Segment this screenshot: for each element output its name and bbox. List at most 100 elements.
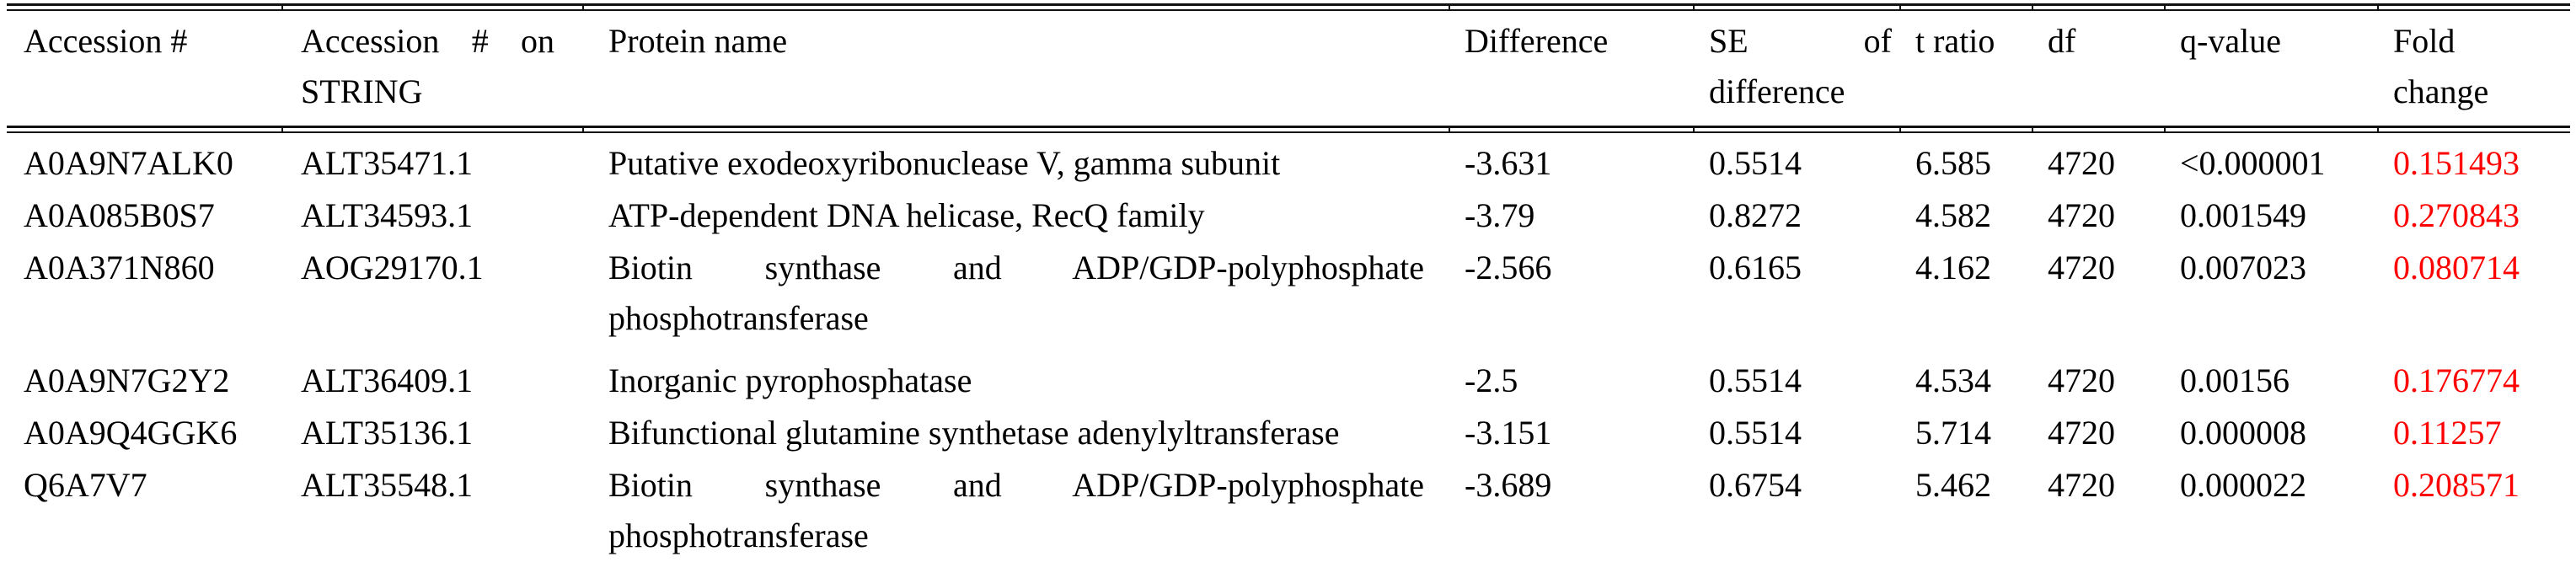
rule-segment (1899, 126, 2032, 133)
se-value: 0.8272 (1709, 196, 1802, 234)
protein-stats-table: Accession # Accession # on STRING Protei… (7, 3, 2570, 562)
cell-string-accession: ALT35136.1 (282, 406, 583, 458)
difference-value: -3.151 (1465, 414, 1552, 452)
cell-t-ratio: 5.462 (1900, 458, 2032, 562)
fold-change-value: 0.11257 (2393, 414, 2502, 452)
cell-string-accession: ALT36409.1 (282, 344, 583, 406)
cell-difference: -3.689 (1449, 458, 1694, 562)
table-row: A0A9Q4GGK6 ALT35136.1 Bifunctional gluta… (7, 406, 2570, 458)
cell-se: 0.5514 (1694, 344, 1900, 406)
accession-value: A0A9N7ALK0 (24, 144, 233, 182)
rule-segment (2164, 3, 2378, 11)
rule-segment (2032, 126, 2165, 133)
df-value: 4720 (2048, 196, 2115, 234)
se-value: 0.6165 (1709, 249, 1802, 286)
cell-difference: -2.5 (1449, 344, 1694, 406)
cell-fold-change: 0.151493 (2378, 132, 2570, 189)
string-accession-value: ALT35136.1 (301, 414, 474, 452)
table-row: Q6A7V7 ALT35548.1 Biotin synthase and AD… (7, 458, 2570, 562)
header-df: df (2032, 10, 2165, 127)
df-value: 4720 (2048, 249, 2115, 286)
t-ratio-value: 4.582 (1915, 196, 1991, 234)
q-value: <0.000001 (2180, 144, 2326, 182)
rule-segment (1693, 126, 1900, 133)
se-value: 0.5514 (1709, 414, 1802, 452)
q-value: 0.001549 (2180, 196, 2306, 234)
cell-protein-name: Putative exodeoxyribonuclease V, gamma s… (583, 132, 1449, 189)
string-accession-value: ALT35471.1 (301, 144, 474, 182)
cell-fold-change: 0.208571 (2378, 458, 2570, 562)
header-protein-name: Protein name (583, 10, 1449, 127)
header-difference: Difference (1449, 10, 1694, 127)
cell-accession: A0A9N7ALK0 (7, 132, 282, 189)
cell-accession: A0A9Q4GGK6 (7, 406, 282, 458)
header-se-of-difference: SE of difference (1694, 10, 1900, 127)
cell-difference: -3.151 (1449, 406, 1694, 458)
protein-name-line2: phosphotransferase (608, 299, 869, 337)
rule-segment (2032, 3, 2165, 11)
header-df-label: df (2048, 22, 2076, 60)
cell-protein-name: Bifunctional glutamine synthetase adenyl… (583, 406, 1449, 458)
cell-q-value: 0.00156 (2165, 344, 2378, 406)
df-value: 4720 (2048, 466, 2115, 504)
protein-name-line2: phosphotransferase (608, 517, 869, 554)
difference-value: -2.5 (1465, 361, 1518, 399)
header-fold-change: Fold change (2378, 10, 2570, 127)
cell-t-ratio: 4.162 (1900, 241, 2032, 344)
rule-segment (582, 126, 1449, 133)
header-accession-string-line2: STRING (301, 72, 423, 110)
q-value: 0.000008 (2180, 414, 2306, 452)
string-accession-value: AOG29170.1 (301, 249, 484, 286)
cell-q-value: 0.007023 (2165, 241, 2378, 344)
cell-protein-name: Biotin synthase and ADP/GDP-polyphosphat… (583, 241, 1449, 344)
table-header-rule (7, 126, 2570, 133)
cell-protein-name: ATP-dependent DNA helicase, RecQ family (583, 189, 1449, 241)
cell-se: 0.5514 (1694, 406, 1900, 458)
cell-accession: A0A085B0S7 (7, 189, 282, 241)
cell-q-value: 0.000022 (2165, 458, 2378, 562)
cell-se: 0.8272 (1694, 189, 1900, 241)
rule-segment (2377, 126, 2570, 133)
df-value: 4720 (2048, 144, 2115, 182)
difference-value: -3.631 (1465, 144, 1552, 182)
df-value: 4720 (2048, 414, 2115, 452)
cell-string-accession: ALT34593.1 (282, 189, 583, 241)
header-t-ratio: t ratio (1900, 10, 2032, 127)
protein-name-line1: Putative exodeoxyribonuclease V, gamma s… (608, 144, 1281, 182)
cell-q-value: 0.000008 (2165, 406, 2378, 458)
cell-string-accession: ALT35471.1 (282, 132, 583, 189)
accession-value: A0A9Q4GGK6 (24, 414, 238, 452)
rule-segment (1449, 3, 1694, 11)
df-value: 4720 (2048, 361, 2115, 399)
protein-stats-table-container: Accession # Accession # on STRING Protei… (7, 3, 2570, 562)
accession-value: Q6A7V7 (24, 466, 147, 504)
t-ratio-value: 5.714 (1915, 414, 1991, 452)
se-value: 0.6754 (1709, 466, 1802, 504)
cell-fold-change: 0.176774 (2378, 344, 2570, 406)
q-value: 0.007023 (2180, 249, 2306, 286)
cell-df: 4720 (2032, 406, 2165, 458)
string-accession-value: ALT35548.1 (301, 466, 474, 504)
cell-accession: A0A9N7G2Y2 (7, 344, 282, 406)
table-row: A0A085B0S7 ALT34593.1 ATP-dependent DNA … (7, 189, 2570, 241)
fold-change-value: 0.176774 (2393, 361, 2520, 399)
cell-fold-change: 0.11257 (2378, 406, 2570, 458)
cell-t-ratio: 4.534 (1900, 344, 2032, 406)
cell-accession: A0A371N860 (7, 241, 282, 344)
cell-difference: -2.566 (1449, 241, 1694, 344)
protein-name-line1: Inorganic pyrophosphatase (608, 361, 972, 399)
cell-difference: -3.631 (1449, 132, 1694, 189)
table-header-row: Accession # Accession # on STRING Protei… (7, 10, 2570, 127)
cell-q-value: <0.000001 (2165, 132, 2378, 189)
rule-segment (281, 3, 583, 11)
header-fold-line2: change (2393, 72, 2489, 110)
string-accession-value: ALT36409.1 (301, 361, 474, 399)
string-accession-value: ALT34593.1 (301, 196, 474, 234)
rule-segment (281, 126, 583, 133)
t-ratio-value: 5.462 (1915, 466, 1991, 504)
fold-change-value: 0.151493 (2393, 144, 2520, 182)
table-top-rule (7, 3, 2570, 11)
rule-segment (582, 3, 1449, 11)
cell-difference: -3.79 (1449, 189, 1694, 241)
q-value: 0.00156 (2180, 361, 2289, 399)
